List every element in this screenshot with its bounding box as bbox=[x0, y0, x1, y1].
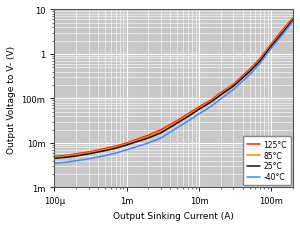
-40°C bbox=[291, 20, 295, 23]
125°C bbox=[159, 129, 163, 131]
-40°C bbox=[210, 105, 214, 108]
25°C bbox=[147, 137, 150, 140]
25°C bbox=[269, 46, 273, 48]
125°C bbox=[125, 142, 128, 145]
25°C bbox=[125, 144, 128, 147]
85°C bbox=[186, 114, 190, 117]
85°C bbox=[159, 130, 163, 133]
125°C bbox=[197, 106, 201, 109]
-40°C bbox=[186, 120, 190, 123]
25°C bbox=[114, 147, 117, 150]
-40°C bbox=[282, 32, 286, 35]
125°C bbox=[258, 58, 262, 60]
25°C bbox=[186, 116, 190, 118]
-40°C bbox=[232, 89, 235, 91]
-40°C bbox=[258, 63, 262, 65]
85°C bbox=[291, 18, 295, 21]
-40°C bbox=[65, 161, 69, 164]
25°C bbox=[248, 71, 251, 74]
-40°C bbox=[269, 48, 273, 50]
25°C bbox=[210, 101, 214, 104]
85°C bbox=[147, 136, 150, 138]
Line: 25°C: 25°C bbox=[54, 21, 293, 159]
125°C bbox=[65, 154, 69, 157]
125°C bbox=[147, 134, 150, 137]
25°C bbox=[282, 30, 286, 33]
85°C bbox=[114, 146, 117, 149]
125°C bbox=[210, 99, 214, 101]
85°C bbox=[87, 152, 91, 155]
85°C bbox=[232, 84, 235, 87]
-40°C bbox=[74, 160, 78, 162]
85°C bbox=[52, 156, 56, 159]
25°C bbox=[291, 19, 295, 22]
-40°C bbox=[103, 155, 107, 157]
Line: 125°C: 125°C bbox=[54, 19, 293, 157]
125°C bbox=[87, 151, 91, 154]
25°C bbox=[219, 94, 223, 97]
Line: 85°C: 85°C bbox=[54, 20, 293, 158]
125°C bbox=[269, 43, 273, 46]
25°C bbox=[87, 153, 91, 155]
-40°C bbox=[125, 149, 128, 152]
85°C bbox=[282, 29, 286, 32]
Line: -40°C: -40°C bbox=[54, 22, 293, 163]
85°C bbox=[219, 93, 223, 96]
85°C bbox=[197, 107, 201, 110]
25°C bbox=[176, 122, 179, 125]
25°C bbox=[232, 85, 235, 88]
85°C bbox=[176, 121, 179, 123]
25°C bbox=[74, 155, 78, 158]
85°C bbox=[248, 70, 251, 73]
25°C bbox=[65, 156, 69, 159]
125°C bbox=[103, 148, 107, 150]
125°C bbox=[219, 92, 223, 95]
85°C bbox=[125, 143, 128, 146]
-40°C bbox=[197, 113, 201, 116]
X-axis label: Output Sinking Current (A): Output Sinking Current (A) bbox=[113, 211, 234, 220]
85°C bbox=[65, 155, 69, 158]
25°C bbox=[258, 60, 262, 63]
Legend: 125°C, 85°C, 25°C, -40°C: 125°C, 85°C, 25°C, -40°C bbox=[243, 136, 291, 185]
125°C bbox=[282, 28, 286, 30]
-40°C bbox=[147, 142, 150, 145]
25°C bbox=[103, 150, 107, 152]
85°C bbox=[103, 148, 107, 151]
85°C bbox=[210, 100, 214, 102]
-40°C bbox=[248, 74, 251, 77]
-40°C bbox=[87, 158, 91, 160]
85°C bbox=[74, 154, 78, 157]
85°C bbox=[258, 59, 262, 62]
25°C bbox=[52, 157, 56, 160]
125°C bbox=[232, 83, 235, 86]
125°C bbox=[176, 120, 179, 122]
125°C bbox=[114, 145, 117, 148]
85°C bbox=[269, 44, 273, 47]
-40°C bbox=[159, 137, 163, 140]
25°C bbox=[197, 109, 201, 111]
-40°C bbox=[52, 162, 56, 165]
125°C bbox=[74, 153, 78, 155]
25°C bbox=[159, 132, 163, 134]
125°C bbox=[248, 69, 251, 72]
125°C bbox=[291, 17, 295, 20]
-40°C bbox=[219, 98, 223, 101]
125°C bbox=[52, 155, 56, 158]
-40°C bbox=[114, 152, 117, 155]
125°C bbox=[186, 113, 190, 116]
-40°C bbox=[176, 127, 179, 130]
Y-axis label: Output Voltage to V- (V): Output Voltage to V- (V) bbox=[7, 45, 16, 153]
